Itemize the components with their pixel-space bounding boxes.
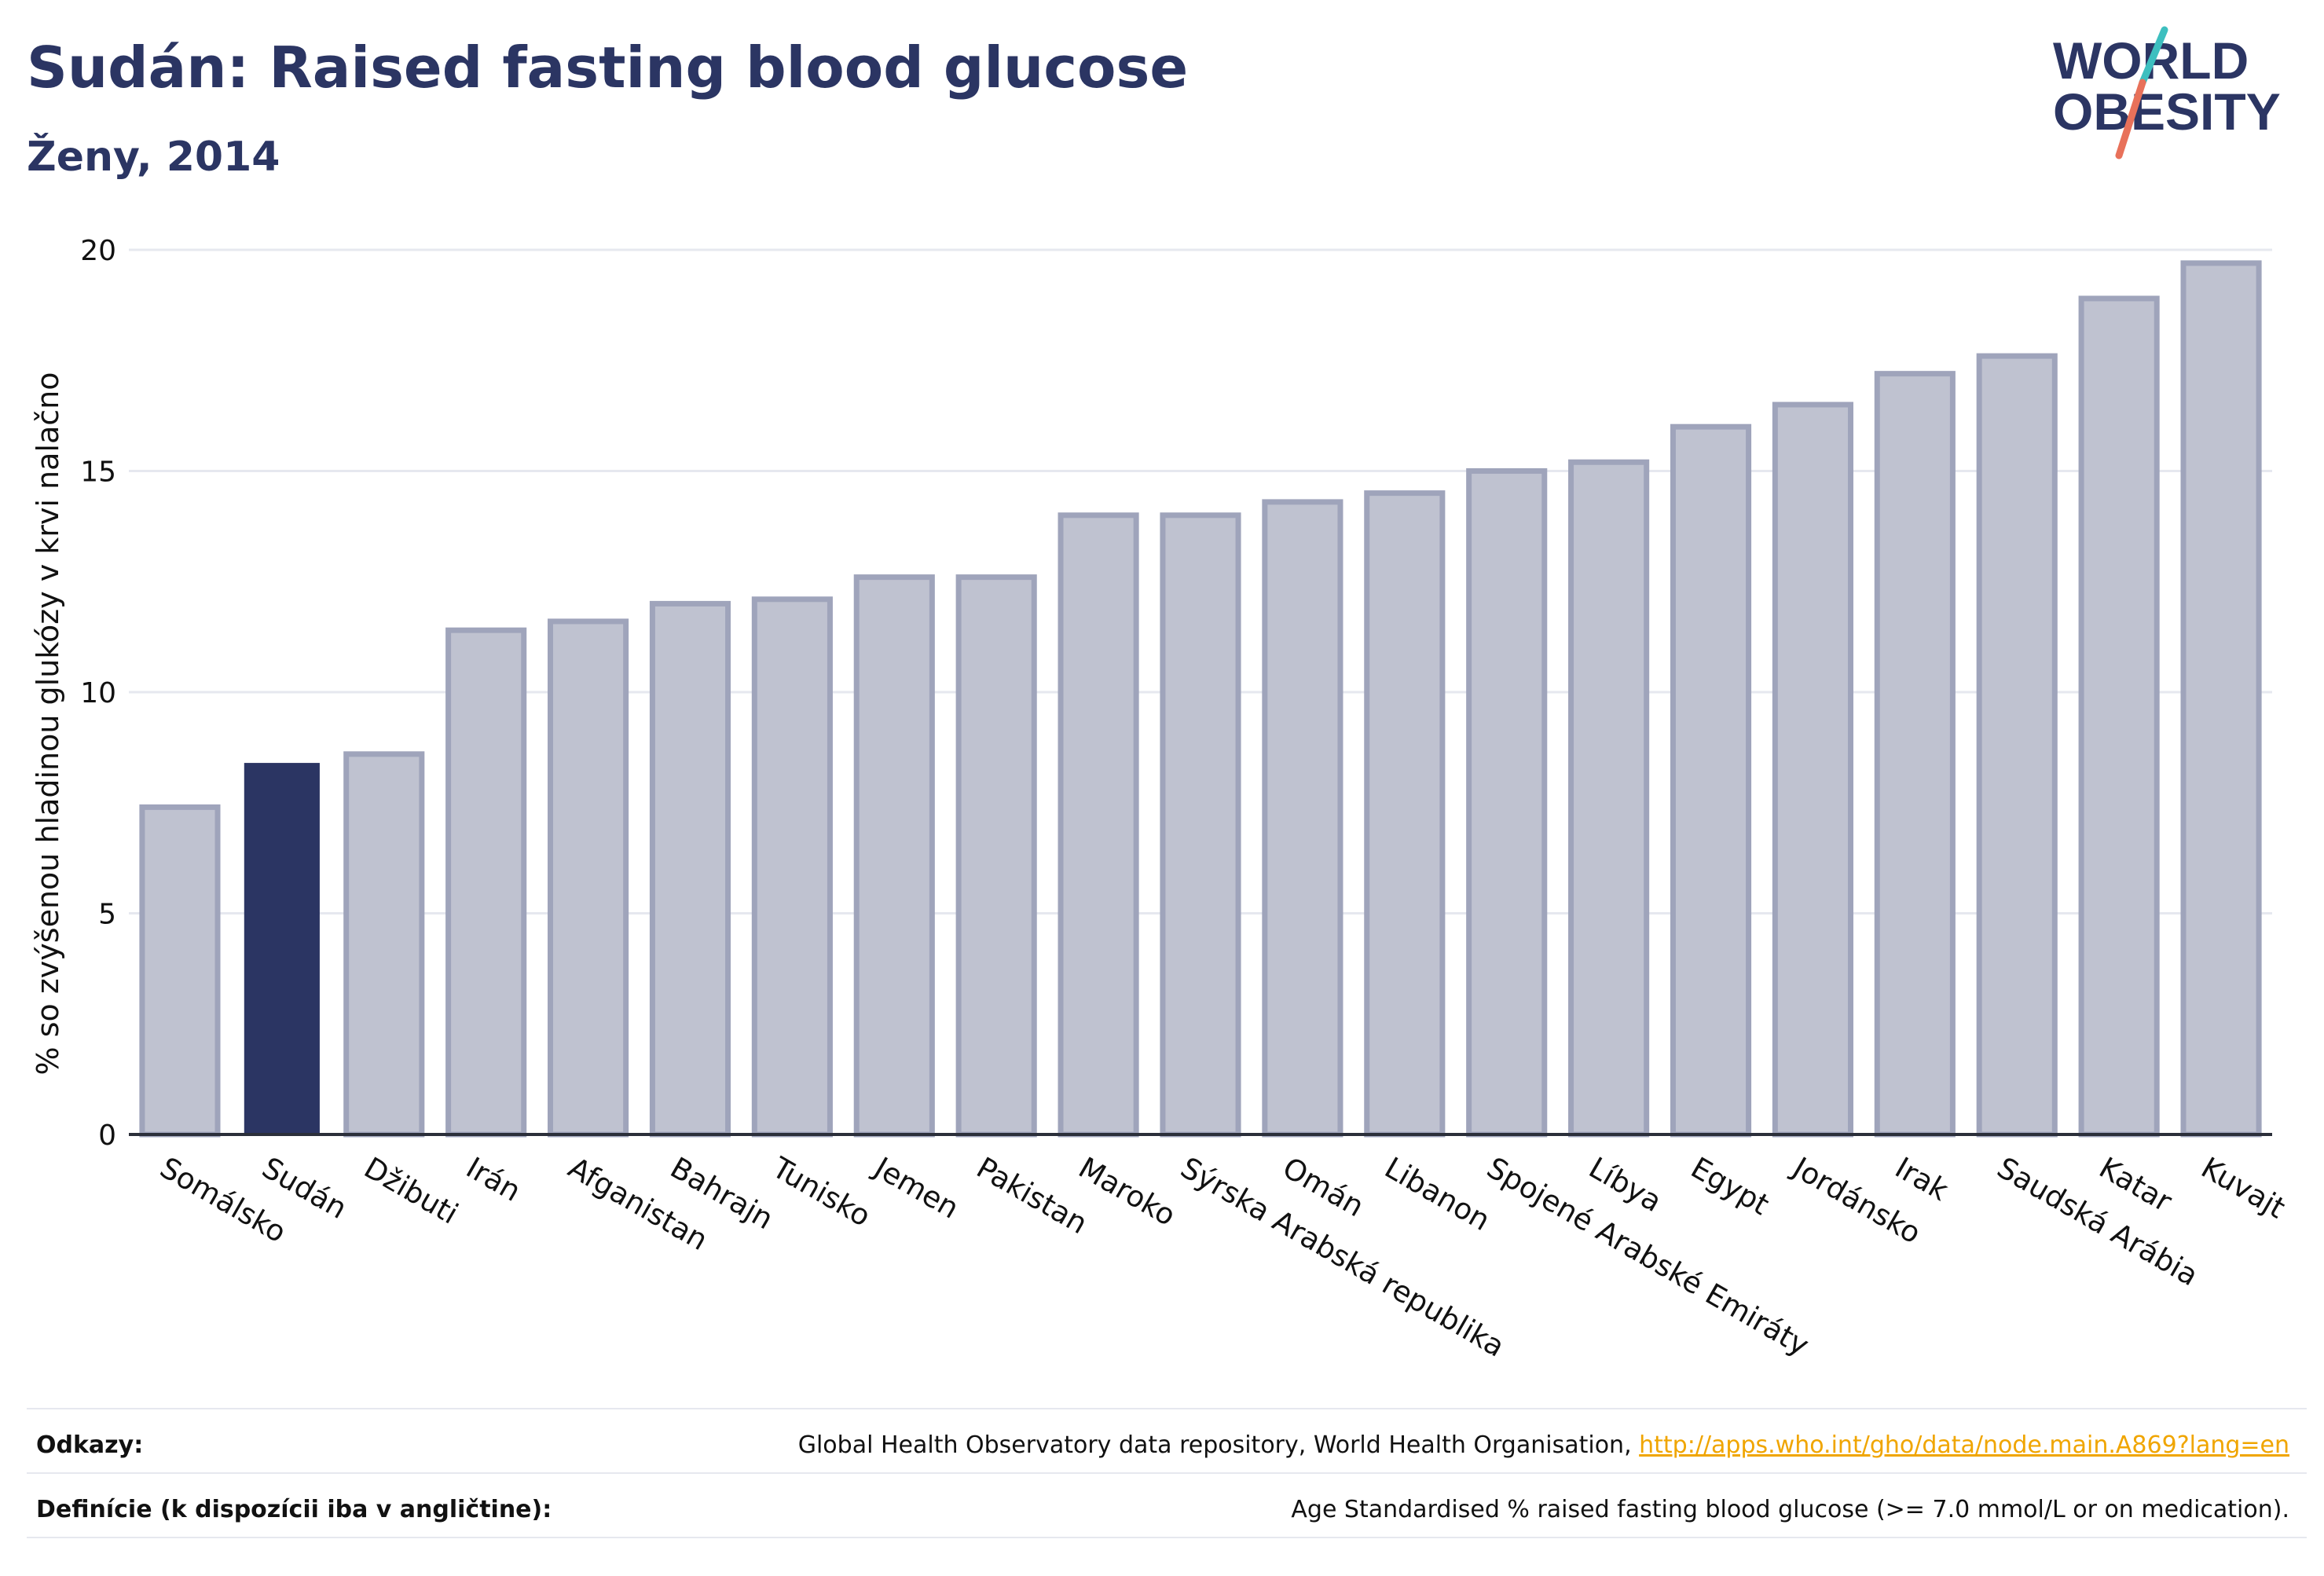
bar-maroko	[1058, 512, 1139, 1138]
bar-spojené-arabské-emiráty	[1466, 468, 1548, 1138]
bar-tunisko	[751, 596, 833, 1138]
x-tick-label-kuvajt: Kuvajt	[2196, 1151, 2291, 1226]
x-tick-label-irán: Irán	[460, 1151, 526, 1208]
chart-title: Sudán: Raised fasting blood glucose	[27, 35, 1189, 101]
bar-kuvajt	[2180, 260, 2262, 1138]
bar-somálsko	[139, 804, 221, 1138]
y-tick-label-10: 10	[80, 677, 116, 709]
bar-pakistan	[955, 574, 1037, 1138]
definitions-value: Age Standardised % raised fasting blood …	[1291, 1496, 2289, 1523]
bar-džibuti	[343, 751, 425, 1138]
bar-sudán	[244, 763, 320, 1134]
footer-divider-top	[27, 1408, 2307, 1409]
logo-word-obesity: OBESITY	[2053, 82, 2281, 141]
footer-divider-bottom	[27, 1537, 2307, 1538]
bar-omán	[1262, 499, 1343, 1138]
bar-saudská-arábia	[1976, 353, 2058, 1138]
x-tick-label-džibuti: Džibuti	[358, 1151, 464, 1231]
x-tick-label-tunisko: Tunisko	[766, 1150, 876, 1233]
y-tick-label-15: 15	[80, 456, 116, 489]
logo-slash-teal	[2139, 26, 2168, 86]
chart-subtitle: Ženy, 2014	[27, 134, 280, 181]
world-obesity-logo: WORLD OBESITY	[2053, 26, 2281, 159]
bar-layer	[139, 260, 2262, 1138]
bar-afganistan	[548, 618, 629, 1138]
bar-sýrska-arabská-republika	[1160, 512, 1241, 1138]
x-tick-label-jemen: Jemen	[867, 1150, 965, 1226]
x-tick-label-pakistan: Pakistan	[971, 1151, 1094, 1241]
x-tick-label-egypt: Egypt	[1685, 1151, 1775, 1222]
bar-jemen	[853, 574, 935, 1138]
bar-irak	[1874, 371, 1956, 1138]
bar-irán	[445, 627, 527, 1138]
bar-líbya	[1568, 459, 1650, 1138]
y-tick-label-0: 0	[98, 1120, 116, 1152]
sources-value: Global Health Observatory data repositor…	[798, 1431, 2289, 1459]
x-tick-label-irak: Irak	[1890, 1151, 1955, 1208]
x-tick-label-libanon: Libanon	[1379, 1151, 1495, 1238]
y-tick-label-5: 5	[98, 899, 116, 931]
x-tick-label-maroko: Maroko	[1073, 1151, 1182, 1233]
y-tick-label-20: 20	[80, 235, 116, 267]
bar-katar	[2078, 295, 2160, 1138]
logo-slash-coral	[2115, 79, 2146, 159]
bar-libanon	[1364, 490, 1446, 1138]
sources-label: Odkazy:	[36, 1431, 144, 1459]
definitions-label: Definície (k dispozícii iba v angličtine…	[36, 1496, 552, 1523]
sources-link[interactable]: http://apps.who.int/gho/data/node.main.A…	[1639, 1431, 2289, 1459]
bar-jordánsko	[1772, 401, 1853, 1138]
y-axis-label: % so zvýšenou hladinou glukózy v krvi na…	[31, 372, 65, 1076]
bar-egypt	[1670, 423, 1752, 1138]
bar-bahrajn	[649, 600, 731, 1138]
footer-divider-middle	[27, 1472, 2307, 1474]
sources-text: Global Health Observatory data repositor…	[797, 1431, 1640, 1459]
